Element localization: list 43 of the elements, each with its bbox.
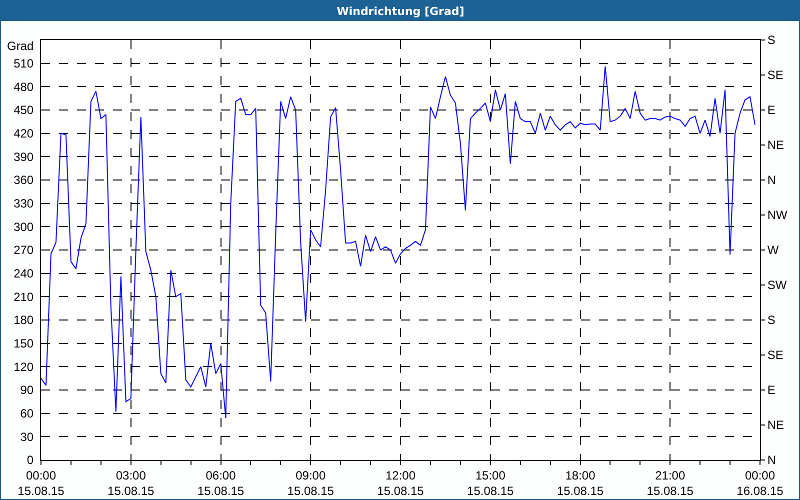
category-label: SE [767, 348, 784, 362]
y-axis-title: Grad [7, 39, 34, 53]
category-label: N [767, 173, 776, 188]
category-label: NE [767, 138, 784, 152]
y-tick-label: 30 [20, 430, 34, 444]
y-tick-label: 0 [26, 453, 34, 468]
category-label: NE [767, 418, 784, 432]
y-tick-label: 300 [14, 220, 34, 234]
category-label: W [767, 243, 779, 258]
category-label: E [767, 383, 776, 398]
x-tick-label: 09:00 15.08.15 [287, 468, 334, 498]
y-tick-label: 210 [14, 290, 34, 304]
x-tick-label: 06:00 15.08.15 [197, 468, 244, 498]
line-series [41, 66, 756, 418]
y-tick-label: 510 [14, 56, 34, 71]
x-tick-label: 03:00 15.08.15 [108, 468, 155, 498]
y-tick-label: 360 [14, 173, 34, 188]
y-tick-label: 180 [14, 313, 34, 328]
y-tick-label: 420 [14, 126, 34, 141]
x-tick-label: 21:00 15.08.15 [646, 468, 694, 498]
y-tick-label: 450 [14, 103, 34, 118]
x-tick-label: 12:00 15.08.15 [377, 468, 424, 498]
category-label: NW [767, 208, 788, 222]
x-tick-label: 00:00 16.08.15 [736, 468, 784, 498]
category-label: E [767, 103, 776, 118]
x-tick-label: 18:00 15.08.15 [556, 468, 604, 498]
chart-title: Windrichtung [Grad] [336, 4, 464, 18]
y-tick-label: 270 [14, 243, 34, 258]
category-label: S [767, 33, 776, 48]
y-tick-label: 60 [20, 406, 34, 421]
category-label: SE [767, 68, 784, 82]
y-tick-label: 90 [20, 383, 34, 398]
x-tick-label: 00:00 15.08.15 [18, 468, 65, 498]
x-tick-label: 15:00 15.08.15 [467, 468, 514, 498]
y-tick-label: 240 [14, 266, 34, 281]
y-tick-label: 120 [14, 360, 34, 374]
y-tick-label: 150 [14, 336, 34, 351]
category-label: SW [767, 278, 787, 292]
category-label: N [767, 453, 776, 468]
y-tick-label: 330 [14, 196, 34, 211]
y-tick-label: 480 [14, 80, 34, 94]
category-label: S [767, 313, 776, 328]
y-tick-label: 390 [14, 150, 34, 164]
